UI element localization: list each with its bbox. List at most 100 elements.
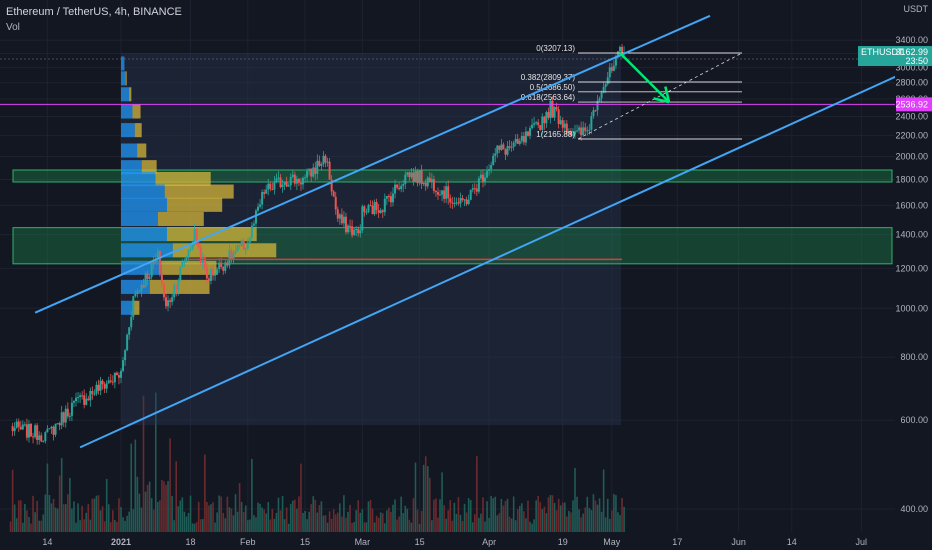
volume-bar <box>390 511 392 532</box>
candle-body <box>308 168 311 171</box>
candle-body <box>424 182 427 187</box>
volume-bar <box>206 502 208 532</box>
candle-body <box>128 327 131 335</box>
time-axis[interactable]: 14 2021 18 Feb 15 Mar 15 Apr 19 May 17 Jun 14 Jul <box>0 532 895 550</box>
profile-bar-down <box>129 87 132 102</box>
volume-bar <box>224 518 227 532</box>
candle-body <box>222 266 225 271</box>
candle-body <box>230 250 233 260</box>
candle-body <box>134 293 137 297</box>
candle-body <box>404 174 407 185</box>
volume-bar <box>392 504 394 532</box>
candle-body <box>557 109 560 125</box>
volume-bar <box>379 512 382 532</box>
candle-body <box>422 182 425 185</box>
candle-body <box>604 84 607 88</box>
channel-lines[interactable] <box>34 14 919 449</box>
profile-bar-up <box>121 184 165 199</box>
candle-body <box>169 300 172 302</box>
candle-body <box>117 375 120 378</box>
candle-body <box>52 426 55 435</box>
volume-bar <box>242 511 245 532</box>
volume-bar <box>116 522 118 532</box>
channel-upper <box>34 14 711 314</box>
volume-bar <box>314 499 317 532</box>
volume-bar <box>167 481 169 532</box>
candle-body <box>512 142 515 147</box>
candle-body <box>64 408 67 423</box>
volume-bar <box>373 522 376 532</box>
volume-bar <box>473 514 476 532</box>
volume-bar <box>173 520 175 532</box>
candle-body <box>87 398 90 401</box>
volume-bar <box>424 456 427 532</box>
volume-bar <box>73 501 75 532</box>
volume-bar <box>132 509 135 532</box>
time-tick: Mar <box>355 537 371 547</box>
candle-body <box>318 160 321 166</box>
candle-body <box>410 172 413 178</box>
candle-body <box>379 210 382 213</box>
volume-bar <box>265 513 268 532</box>
volume-bar <box>357 500 360 532</box>
fib-retracement[interactable]: 0(3207.13) 0.382(2809.37)0.5(2686.50)0.61… <box>521 44 743 140</box>
axis-currency: USDT <box>904 4 929 14</box>
candle-body <box>398 187 401 190</box>
volume-bar <box>130 443 133 532</box>
time-tick: Jul <box>856 537 868 547</box>
volume-bar <box>418 523 421 532</box>
volume-bar <box>349 504 351 532</box>
candle-body <box>171 297 174 302</box>
volume-bar <box>324 515 327 532</box>
candle-body <box>146 273 149 279</box>
candle-body <box>428 177 431 183</box>
volume-bar <box>606 498 609 532</box>
projection-arrow[interactable] <box>619 52 671 104</box>
price-axis-bg <box>895 0 932 550</box>
candle-body <box>15 421 18 428</box>
volume-bar <box>574 467 576 532</box>
volume-bar <box>124 520 126 532</box>
candle-body <box>477 178 480 192</box>
candle-body <box>97 384 100 391</box>
candle-body <box>30 423 33 437</box>
volume-bar <box>588 508 591 532</box>
candle-body <box>529 128 532 136</box>
volume-bar <box>40 520 43 532</box>
candle-body <box>484 177 487 182</box>
candle-body <box>342 216 345 224</box>
profile-bar-down <box>167 197 223 212</box>
candle-body <box>340 214 343 224</box>
candle-body <box>207 278 210 281</box>
volume-bar <box>302 512 304 532</box>
volume-bar <box>359 512 362 532</box>
candle-body <box>488 169 491 171</box>
candle-body <box>197 245 200 248</box>
volume-bar <box>22 522 24 532</box>
volume-bar <box>105 478 108 532</box>
volume-bar <box>504 501 507 532</box>
volume-bar <box>435 498 437 532</box>
volume-bar <box>433 499 435 532</box>
volume-bar <box>26 510 28 532</box>
profile-bar-up <box>121 171 156 187</box>
volume-bar <box>388 507 390 532</box>
volume-bar <box>210 504 212 532</box>
volume-bar <box>570 512 572 532</box>
volume-bar <box>486 501 488 532</box>
arrow-head <box>664 86 671 103</box>
volume-bar <box>551 495 554 532</box>
volume-bar <box>478 517 480 532</box>
candle-body <box>160 274 163 284</box>
volume-bar <box>537 495 539 532</box>
volume-bar <box>187 513 190 532</box>
price-axis[interactable]: USDT3400.003200.003000.002800.002600.002… <box>895 0 932 550</box>
volume-bar <box>586 496 589 532</box>
candle-body <box>606 77 609 85</box>
candle-body <box>377 210 380 213</box>
volume-bar <box>263 509 265 532</box>
candle-body <box>541 116 544 130</box>
profile-bar-down <box>137 143 147 158</box>
volume-bar <box>285 507 288 532</box>
